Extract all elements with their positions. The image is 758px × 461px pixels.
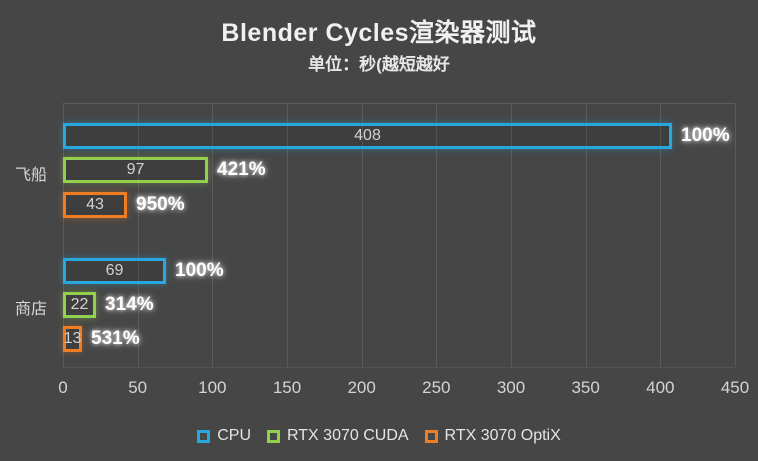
bar-percent-label: 421% [217, 159, 266, 180]
chart-title: Blender Cycles渲染器测试 [221, 19, 537, 47]
x-tick-label: 250 [422, 378, 451, 397]
gridline [511, 104, 512, 367]
plot-area: 408 100% 97 421% 43 950% 69 100% 22 314% 13 531% [63, 103, 736, 368]
x-tick-label: 200 [347, 378, 376, 397]
legend-label: CPU [217, 427, 252, 444]
x-tick-label: 350 [571, 378, 600, 397]
x-tick-label: 150 [272, 378, 302, 397]
bar-cpu-商店: 69 [63, 258, 166, 284]
x-tick-label: 400 [646, 378, 675, 397]
x-tick-label: 100 [198, 378, 227, 397]
legend-label: RTX 3070 CUDA [287, 427, 409, 444]
bar-rtx-3070-optix-商店: 13 [63, 326, 82, 352]
bar-percent-label: 950% [136, 194, 185, 215]
gridline [138, 104, 139, 367]
bar-value-label: 22 [70, 296, 89, 313]
legend-swatch-icon [267, 429, 281, 443]
gridline [436, 104, 437, 367]
gridline [287, 104, 288, 367]
bar-cpu-飞船: 408 [63, 123, 672, 149]
gridline [586, 104, 587, 367]
legend-item-cpu: CPU [197, 427, 251, 445]
bar-percent-label: 314% [105, 294, 154, 315]
bar-rtx-3070-optix-飞船: 43 [63, 192, 127, 218]
bar-rtx-3070-cuda-商店: 22 [63, 292, 96, 318]
legend-label: RTX 3070 OptiX [444, 427, 561, 444]
legend-item-rtx-3070-optix: RTX 3070 OptiX [424, 427, 561, 445]
x-tick-label: 50 [128, 378, 148, 397]
bar-percent-label: 100% [175, 260, 224, 281]
bar-value-label: 13 [63, 330, 82, 347]
category-label-商店: 商店 [14, 301, 47, 318]
legend-item-rtx-3070-cuda: RTX 3070 CUDA [267, 427, 409, 445]
bar-value-label: 408 [354, 127, 381, 144]
gridline [735, 104, 736, 367]
legend-swatch-icon [197, 429, 211, 443]
bar-rtx-3070-cuda-飞船: 97 [63, 157, 208, 183]
gridline [63, 104, 64, 367]
x-tick-label: 0 [58, 378, 68, 397]
legend: CPU RTX 3070 CUDA RTX 3070 OptiX [0, 427, 758, 445]
gridline [362, 104, 363, 367]
category-label-飞船: 飞船 [14, 166, 47, 184]
bar-percent-label: 531% [91, 328, 140, 349]
gridline [660, 104, 661, 367]
legend-swatch-icon [424, 429, 438, 443]
x-tick-label: 450 [720, 378, 750, 397]
gridline [212, 104, 213, 367]
bar-value-label: 69 [105, 262, 124, 279]
bar-percent-label: 100% [681, 125, 730, 146]
chart-subtitle: 单位：秒(越短越好 [308, 55, 450, 74]
bar-value-label: 43 [86, 196, 104, 213]
x-tick-label: 300 [496, 378, 526, 397]
bar-value-label: 97 [126, 161, 145, 178]
